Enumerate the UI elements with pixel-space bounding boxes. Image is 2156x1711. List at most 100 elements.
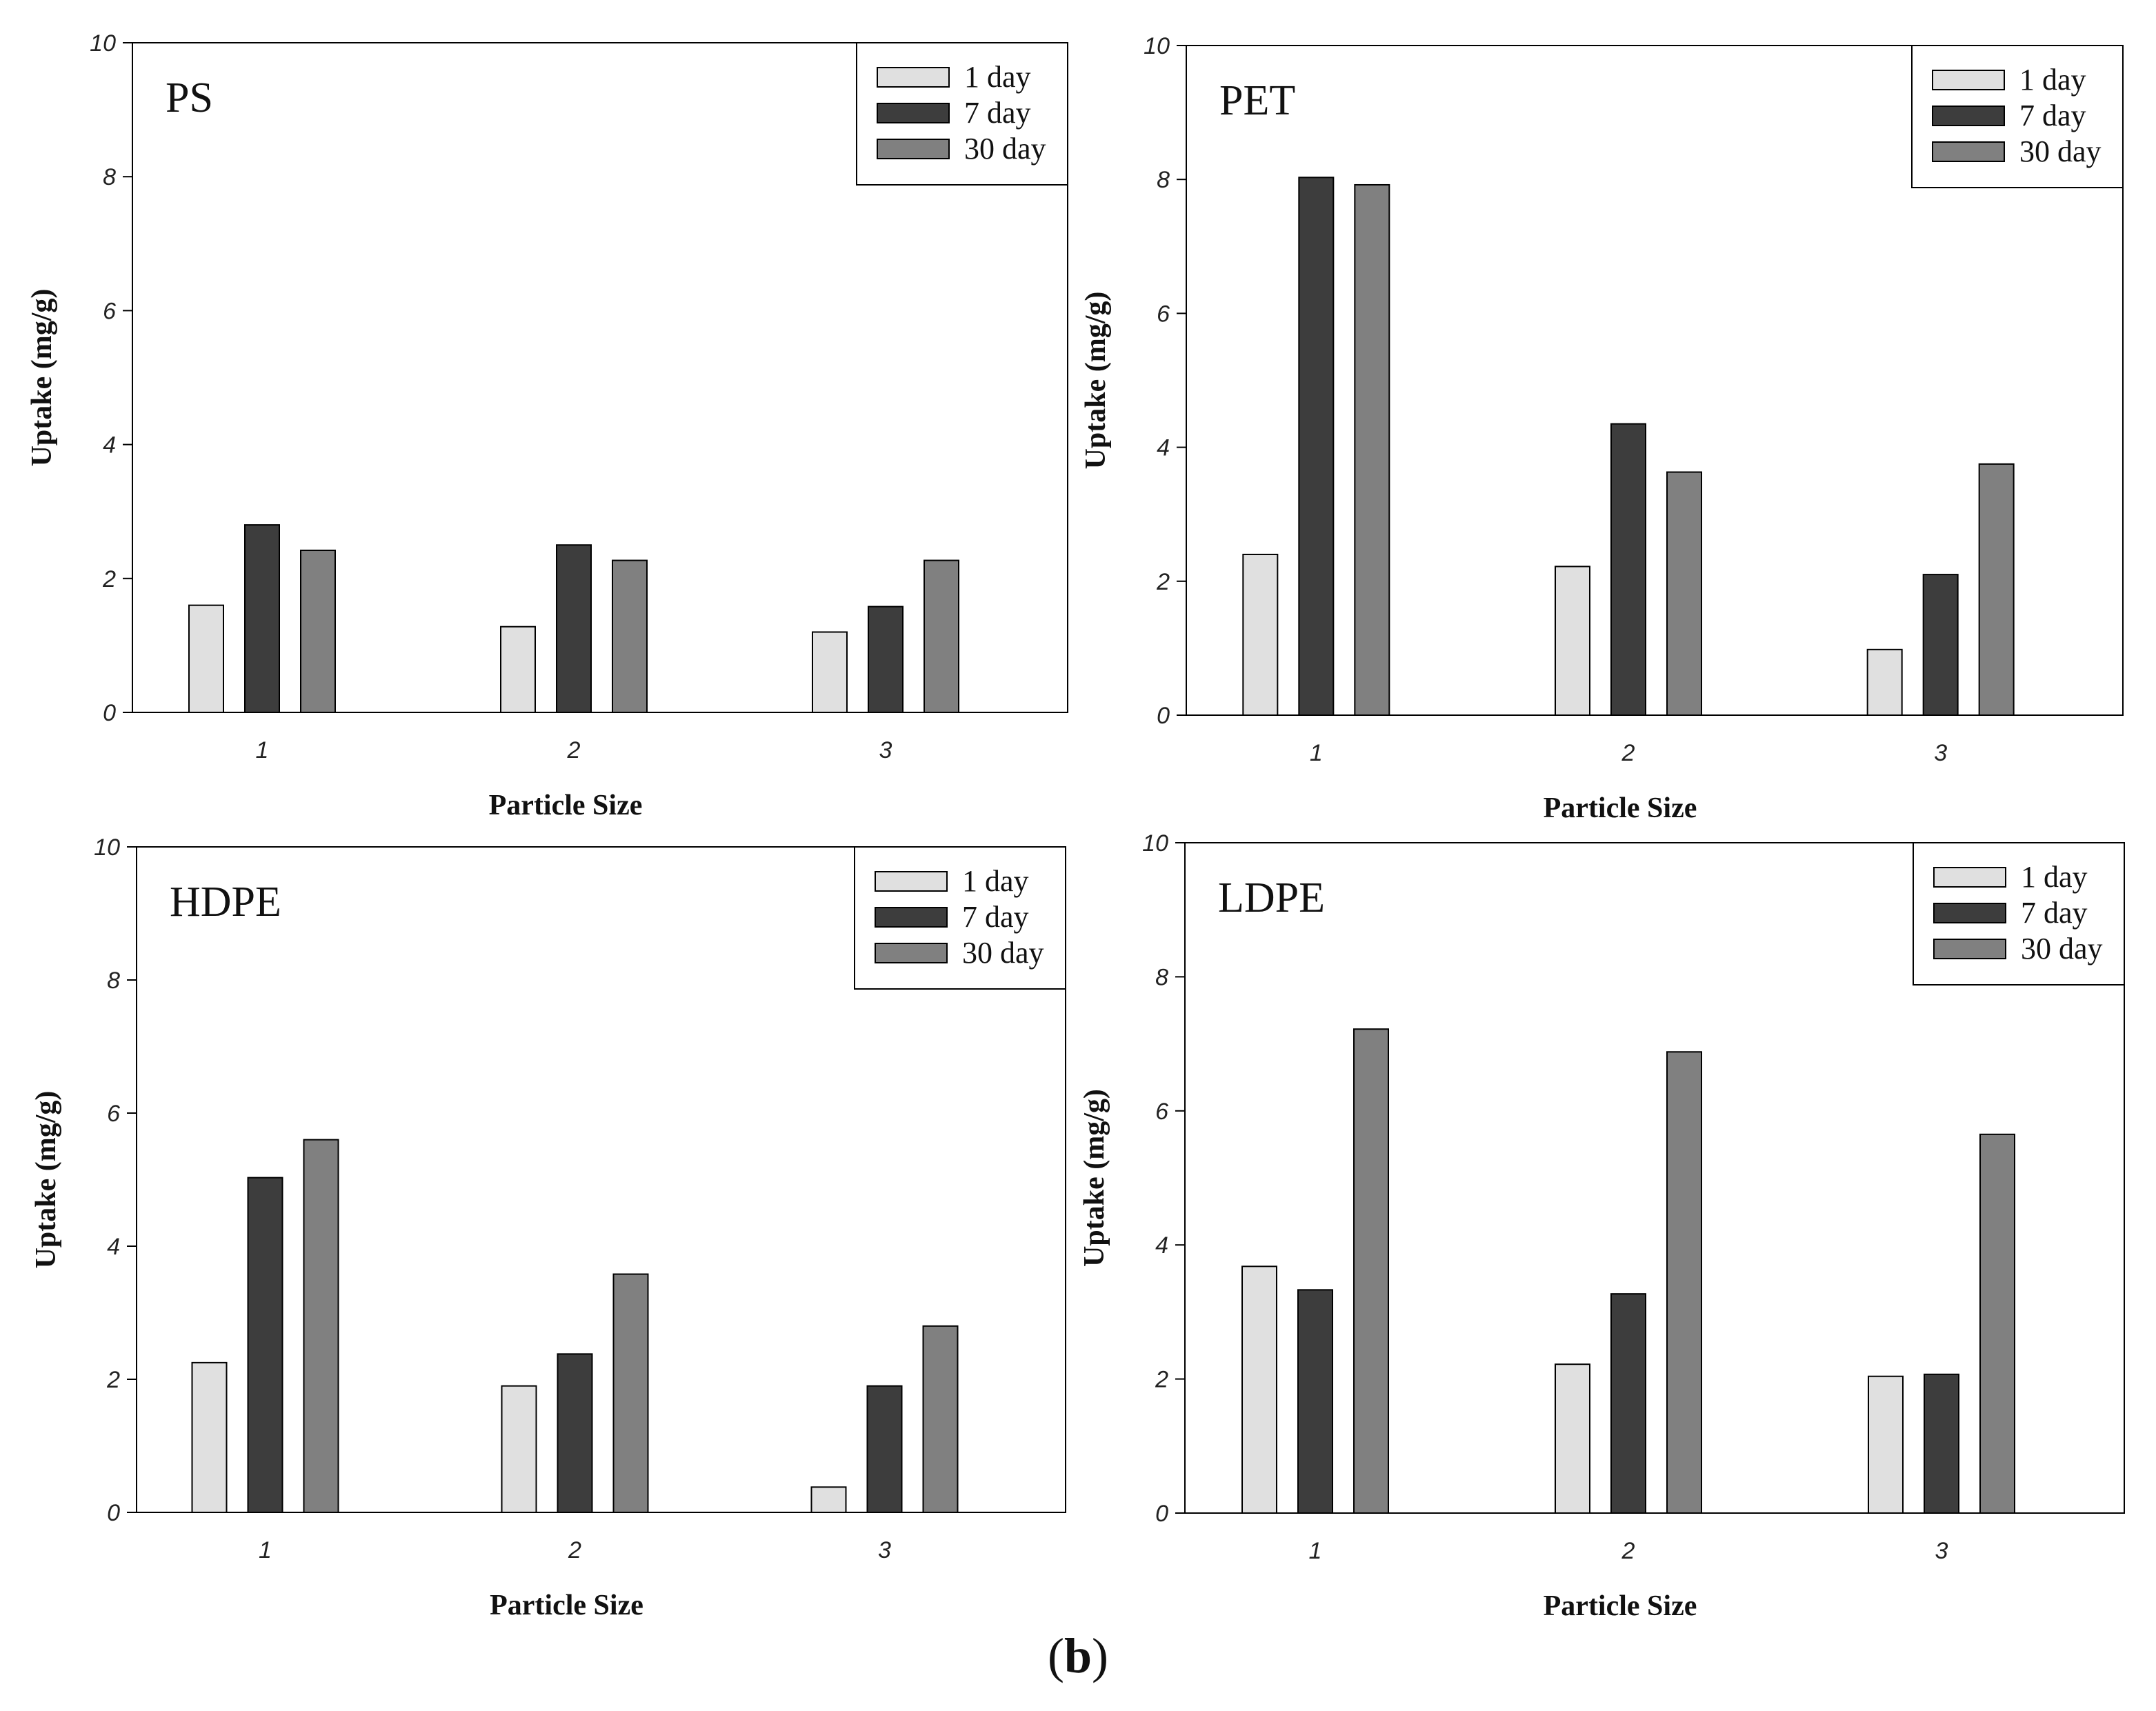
bar-1day-size-1 [1241, 1265, 1277, 1514]
bar-1day-size-3 [812, 631, 848, 713]
bar-30day-size-2 [1666, 1051, 1702, 1514]
y-tick-label: 2 [102, 566, 116, 592]
y-tick-label: 10 [1144, 33, 1170, 59]
legend-label: 30 day [2019, 134, 2102, 168]
legend-label: 30 day [964, 132, 1046, 166]
legend-label: 1 day [2021, 860, 2088, 894]
y-tick-label: 4 [107, 1234, 120, 1260]
bar-30day-size-2 [612, 559, 648, 714]
legend-swatch-1day [877, 67, 950, 88]
panel-title: PS [166, 74, 213, 121]
bar-7day-size-3 [1922, 574, 1959, 717]
panel-title: LDPE [1218, 874, 1325, 921]
y-tick-label: 0 [1157, 703, 1170, 729]
y-tick-label: 8 [1157, 167, 1170, 193]
caption-close: ) [1092, 1628, 1108, 1683]
y-tick-label: 6 [107, 1101, 120, 1127]
x-tick-label: 3 [879, 737, 892, 763]
x-axis-title: Particle Size [1544, 792, 1697, 824]
y-tick-label: 4 [1157, 435, 1170, 461]
figure-caption: (b) [0, 1628, 2156, 1685]
legend-swatch-1day [1933, 867, 2006, 888]
y-tick-label: 8 [1155, 964, 1168, 990]
bar-30day-size-2 [612, 1273, 649, 1514]
y-tick-label: 0 [1155, 1501, 1168, 1527]
y-tick-label: 4 [103, 432, 116, 459]
legend-label: 7 day [2019, 99, 2086, 132]
bar-7day-size-2 [1610, 423, 1646, 716]
bar-30day-size-1 [300, 550, 336, 713]
x-axis-title: Particle Size [490, 1590, 643, 1621]
y-axis-title: Uptake (mg/g) [1080, 292, 1112, 470]
x-tick-label: 3 [1934, 740, 1947, 766]
y-tick-label: 2 [106, 1367, 120, 1393]
plot-frame [132, 42, 1068, 713]
bar-30day-size-3 [922, 1325, 959, 1514]
bar-30day-size-1 [303, 1139, 339, 1513]
y-tick-label: 2 [1155, 1367, 1168, 1393]
legend-label: 7 day [962, 900, 1029, 934]
y-tick-label: 0 [107, 1500, 120, 1526]
legend-swatch-1day [875, 871, 948, 892]
legend-label: 7 day [2021, 896, 2088, 930]
bar-1day-size-1 [1242, 553, 1279, 717]
legend-label: 7 day [964, 96, 1031, 130]
y-tick-label: 2 [1156, 569, 1170, 595]
panel-title: HDPE [170, 879, 281, 925]
y-tick-label: 6 [103, 298, 116, 324]
bar-1day-size-3 [1868, 1375, 1904, 1514]
legend-label: 30 day [2021, 932, 2103, 965]
bar-30day-size-2 [1666, 471, 1702, 716]
legend-label: 1 day [962, 864, 1029, 898]
bar-1day-size-3 [810, 1486, 847, 1514]
y-tick-label: 8 [103, 164, 116, 190]
bar-1day-size-2 [1555, 1363, 1590, 1514]
y-axis-title: Uptake (mg/g) [26, 289, 58, 467]
plot-frame [136, 846, 1066, 1513]
x-tick-label: 1 [1309, 1538, 1322, 1564]
x-tick-label: 1 [256, 737, 269, 763]
bar-1day-size-1 [188, 604, 224, 714]
y-tick-label: 10 [1142, 830, 1168, 857]
bar-7day-size-2 [556, 544, 592, 713]
y-axis-title: Uptake (mg/g) [1079, 1089, 1110, 1267]
x-tick-label: 2 [1621, 1538, 1635, 1564]
bar-7day-size-2 [557, 1353, 593, 1513]
bar-1day-size-1 [191, 1361, 228, 1513]
y-tick-label: 0 [103, 700, 116, 726]
bar-7day-size-3 [868, 606, 904, 713]
bar-7day-size-1 [244, 524, 280, 713]
bar-7day-size-2 [1610, 1293, 1646, 1514]
x-tick-label: 3 [1935, 1538, 1948, 1564]
bar-7day-size-1 [247, 1177, 283, 1513]
bar-1day-size-2 [500, 626, 536, 713]
legend-swatch-7day [1933, 903, 2006, 923]
y-tick-label: 8 [107, 968, 120, 994]
legend-swatch-7day [875, 907, 948, 928]
x-tick-label: 1 [1310, 740, 1323, 766]
legend-swatch-7day [1932, 106, 2005, 126]
panel-title: PET [1219, 77, 1295, 124]
bar-1day-size-2 [501, 1385, 537, 1514]
bar-30day-size-3 [1979, 1133, 2015, 1514]
legend-swatch-30day [1933, 939, 2006, 959]
x-tick-label: 2 [1621, 740, 1635, 766]
legend-swatch-30day [1932, 141, 2005, 162]
caption-letter: b [1064, 1628, 1092, 1683]
bar-7day-size-3 [1924, 1373, 1959, 1514]
x-tick-label: 2 [568, 1537, 581, 1563]
y-tick-label: 10 [90, 30, 116, 57]
x-tick-label: 1 [259, 1537, 272, 1563]
y-tick-label: 10 [94, 834, 120, 861]
legend-swatch-30day [875, 943, 948, 963]
legend-swatch-30day [877, 139, 950, 159]
x-tick-label: 3 [878, 1537, 891, 1563]
y-tick-label: 6 [1157, 301, 1170, 327]
legend-swatch-1day [1932, 70, 2005, 90]
